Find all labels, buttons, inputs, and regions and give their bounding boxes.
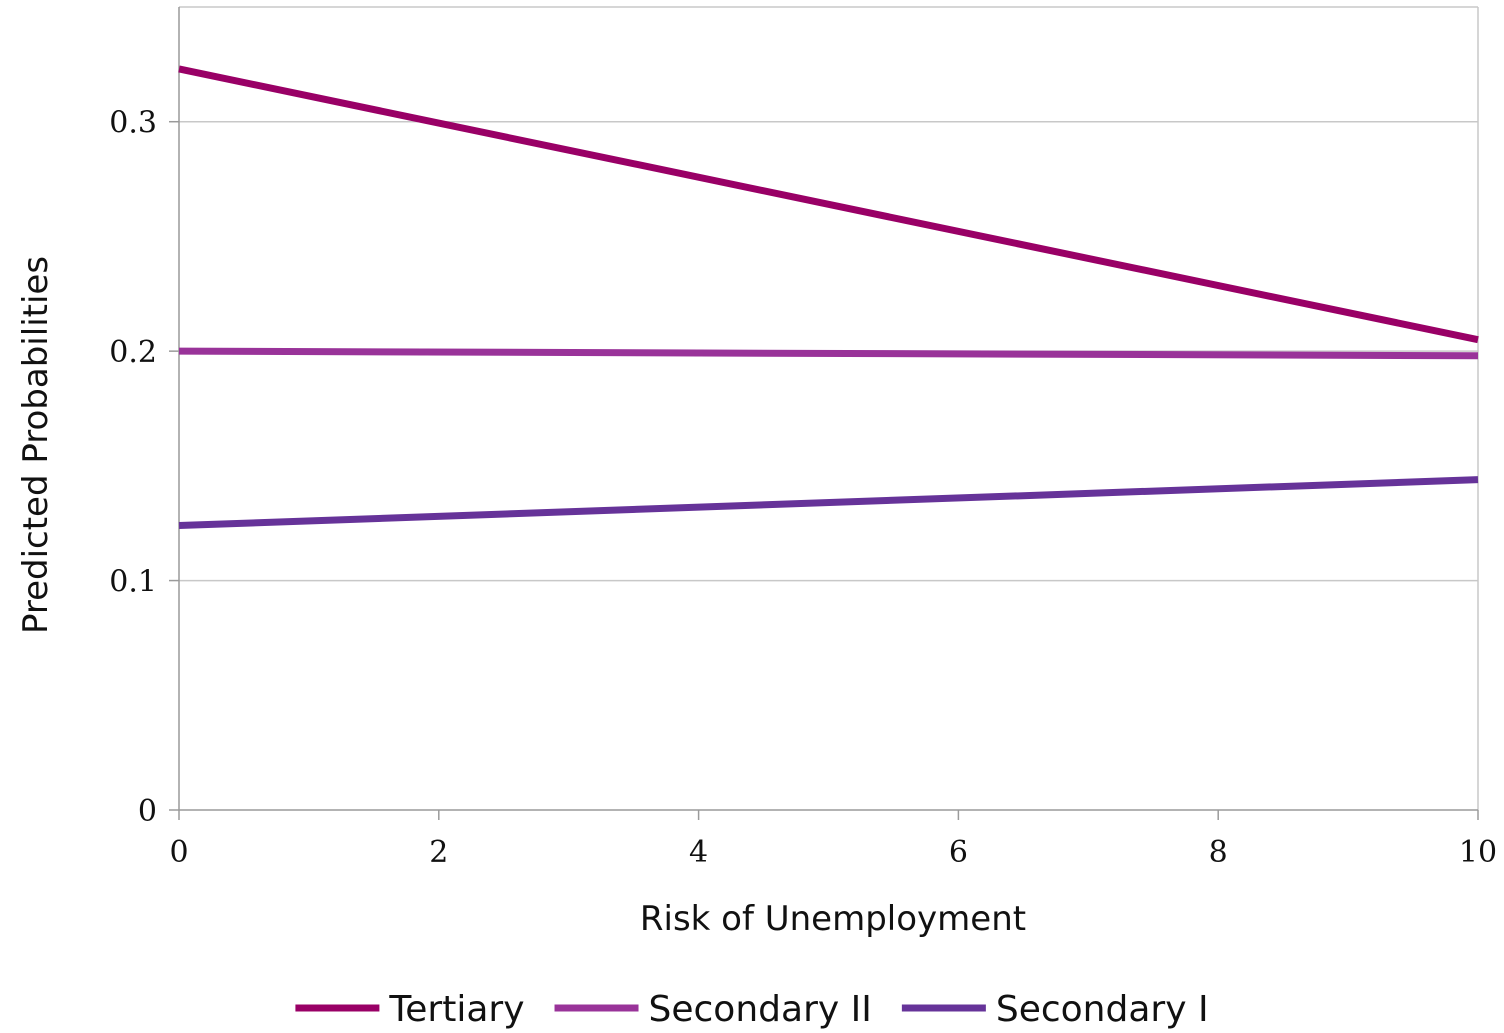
legend-label-tertiary: Tertiary [388, 989, 524, 1030]
y-axis-title: Predicted Probabilities [16, 256, 56, 634]
x-tick-label-2: 4 [689, 835, 708, 870]
series-line-tertiary [178, 65, 1479, 344]
x-tick-label-5: 10 [1459, 835, 1497, 870]
gridlines [179, 6, 1479, 810]
x-axis-title: Risk of Unemployment [640, 899, 1026, 939]
y-tick-label-3: 0.3 [109, 106, 157, 141]
x-tick-labels: 0 2 4 6 8 10 [169, 835, 1497, 870]
x-tick-label-3: 6 [949, 835, 968, 870]
legend-label-secondary-i: Secondary I [996, 989, 1209, 1030]
y-tick-label-2: 0.2 [109, 335, 157, 370]
y-tick-label-0: 0 [138, 794, 157, 829]
y-tick-labels: 0 0.1 0.2 0.3 [109, 106, 157, 829]
x-tick-label-0: 0 [169, 835, 188, 870]
axes [169, 7, 1479, 820]
series-line-secondary-ii [178, 347, 1479, 360]
x-tick-label-4: 8 [1209, 835, 1228, 870]
y-tick-label-1: 0.1 [109, 565, 157, 600]
series-line-secondary-i [178, 476, 1479, 530]
x-tick-label-1: 2 [429, 835, 448, 870]
series-lines [178, 65, 1479, 530]
legend: Tertiary Secondary II Secondary I [295, 989, 1209, 1030]
legend-label-secondary-ii: Secondary II [649, 989, 872, 1030]
